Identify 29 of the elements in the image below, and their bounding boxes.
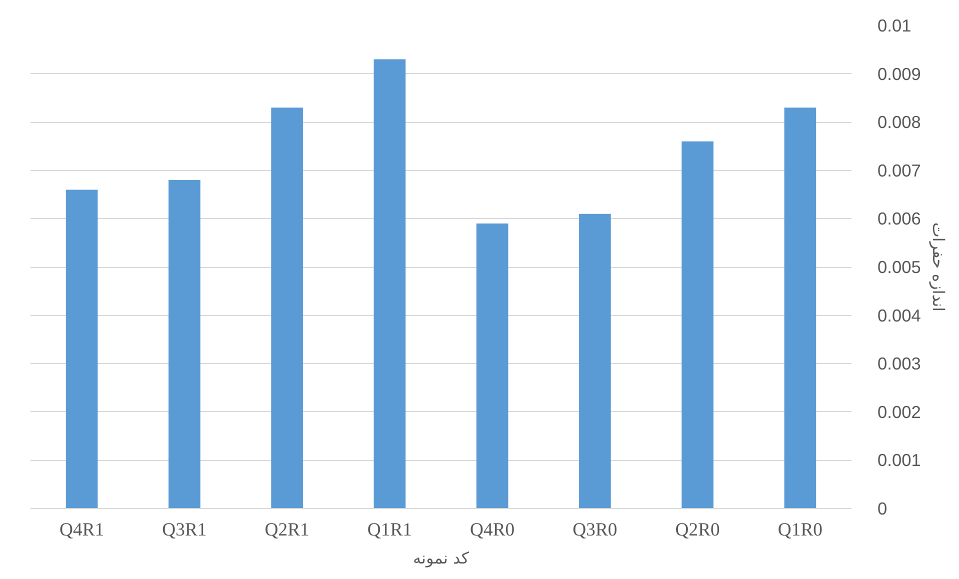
y-tick-label: 0 (878, 498, 888, 518)
bar (168, 180, 200, 508)
bar (476, 224, 508, 508)
y-tick-label: 0.002 (878, 402, 921, 422)
x-tick-label: Q4R1 (60, 520, 104, 540)
y-tick-label: 0.003 (878, 354, 921, 374)
bar (784, 108, 816, 508)
y-tick-label: 0.007 (878, 160, 921, 180)
x-tick-label: Q2R0 (675, 520, 720, 540)
y-tick-label: 0.008 (878, 112, 921, 132)
x-tick-label: Q1R1 (367, 520, 412, 540)
y-tick-label: 0.004 (878, 305, 922, 326)
bar (66, 190, 98, 508)
bar (374, 59, 406, 508)
x-tick-label: Q4R0 (470, 520, 515, 540)
x-tick-label: Q1R0 (778, 520, 822, 540)
x-axis-title: کد نمونه (412, 548, 470, 568)
x-tick-label: Q3R0 (572, 520, 618, 540)
y-tick-label: 0.009 (878, 64, 921, 84)
x-tick-label: Q2R1 (264, 520, 310, 540)
bar (579, 214, 611, 508)
x-tick-label: Q3R1 (162, 520, 207, 540)
y-tick-label: 0.01 (878, 16, 912, 36)
y-tick-label: 0.005 (878, 257, 921, 277)
bar (271, 108, 303, 508)
bar (682, 141, 714, 508)
y-tick-label: 0.006 (878, 208, 921, 229)
y-tick-label: 0.001 (878, 450, 921, 470)
y-axis-title: اندازه حفرات (928, 222, 948, 312)
